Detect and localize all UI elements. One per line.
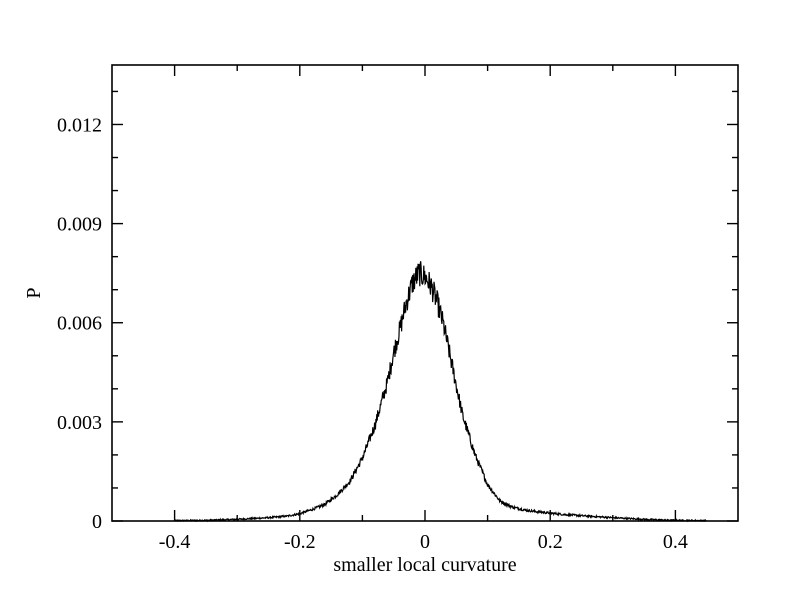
x-tick-label: -0.2 bbox=[284, 531, 316, 553]
y-tick-label: 0.006 bbox=[57, 313, 102, 335]
y-tick-label: 0.009 bbox=[57, 214, 102, 236]
x-tick-label: 0 bbox=[420, 531, 430, 553]
y-axis-label: P bbox=[23, 287, 45, 298]
y-tick-label: 0 bbox=[92, 511, 102, 533]
x-tick-label: 0.2 bbox=[538, 531, 563, 553]
x-axis-label: smaller local curvature bbox=[333, 554, 516, 576]
y-tick-label: 0.012 bbox=[57, 114, 102, 136]
axis-tick-labels: -0.4 -0.2 0 0.2 0.4 0 0.003 0.006 0.009 0.012 bbox=[57, 114, 688, 553]
probability-curve bbox=[174, 261, 707, 523]
x-tick-label: -0.4 bbox=[159, 531, 191, 553]
y-tick-label: 0.003 bbox=[57, 412, 102, 434]
plot-frame bbox=[111, 64, 739, 522]
x-tick-label: 0.4 bbox=[663, 531, 688, 553]
